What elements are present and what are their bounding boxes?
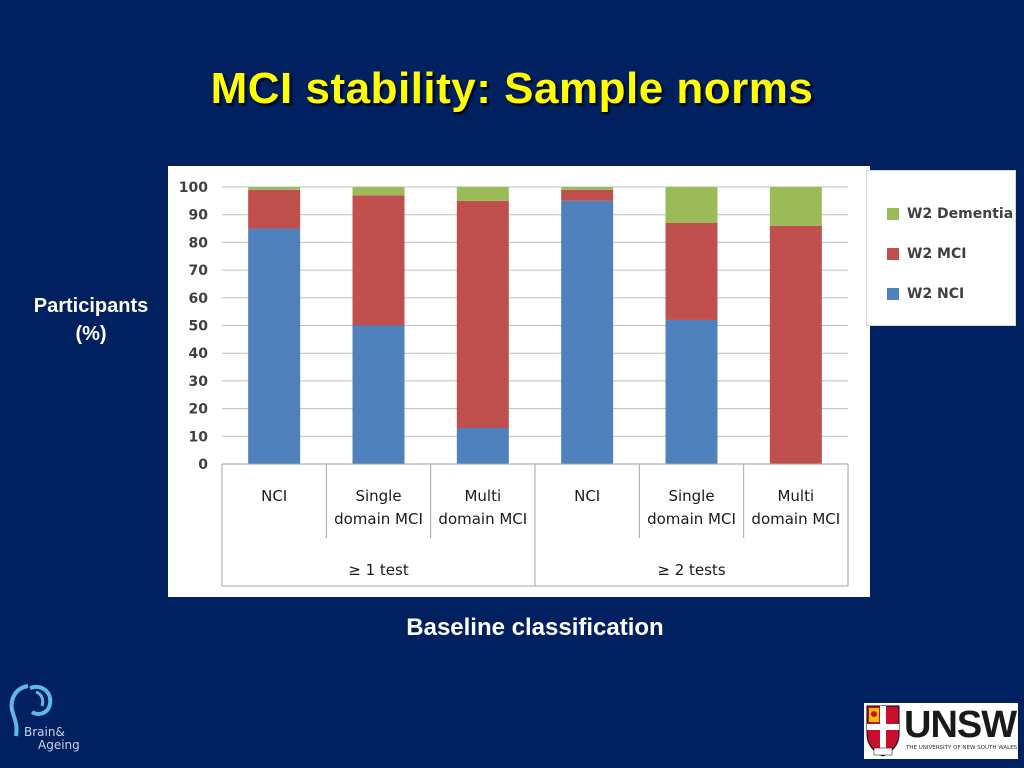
bar-segment — [561, 189, 614, 201]
group-label: ≥ 2 tests — [657, 561, 725, 579]
category-label: Single — [668, 487, 714, 505]
chart-panel: 0 10 20 30 40 50 60 70 80 90 100 ≥ 1 test ≥ 2 tests N… — [168, 166, 870, 597]
legend-swatch — [887, 208, 899, 220]
unsw-logo: UNSW THE UNIVERSITY OF NEW SOUTH WALES — [864, 703, 1018, 759]
chart-legend: W2 Dementia W2 MCI W2 NCI — [866, 170, 1016, 326]
bar-segment — [456, 187, 509, 201]
group-label: ≥ 1 test — [348, 561, 409, 579]
bar-segment — [352, 187, 405, 196]
legend-swatch — [887, 288, 899, 300]
y-tick-label: 20 — [189, 402, 209, 418]
y-tick-label: 100 — [179, 180, 208, 196]
bar-segment — [665, 187, 718, 224]
unsw-wordmark: UNSW — [904, 704, 1017, 746]
category-label: domain MCI — [334, 510, 423, 528]
y-axis-label-line2: (%) — [75, 323, 107, 345]
y-tick-label: 0 — [198, 457, 208, 473]
legend-item: W2 MCI — [887, 244, 966, 264]
legend-label: W2 NCI — [907, 286, 965, 302]
category-label: Multi — [777, 487, 814, 505]
unsw-crest-icon — [866, 705, 900, 757]
y-tick-label: 60 — [189, 291, 209, 307]
bar-segment — [456, 200, 509, 428]
y-tick-label: 10 — [189, 429, 209, 445]
brand-line1: Brain& — [24, 725, 65, 739]
bar-segment — [456, 427, 509, 464]
category-label: domain MCI — [438, 510, 527, 528]
brand-line2: Ageing — [38, 738, 80, 752]
bar-segment — [248, 228, 301, 464]
category-label: Multi — [464, 487, 501, 505]
legend-item: W2 Dementia — [887, 204, 1013, 224]
stacked-bar-chart: 0 10 20 30 40 50 60 70 80 90 100 ≥ 1 test ≥ 2 tests N… — [179, 180, 849, 587]
category-label: NCI — [574, 487, 600, 505]
bar-segment — [352, 325, 405, 464]
y-tick-label: 70 — [189, 263, 209, 279]
legend-swatch — [887, 248, 899, 260]
brain-ageing-logo-icon — [9, 684, 53, 737]
bar-segment — [352, 195, 405, 326]
legend-item: W2 NCI — [887, 284, 964, 304]
bar-segment — [665, 223, 718, 320]
bar-segment — [248, 189, 301, 229]
category-label: NCI — [261, 487, 287, 505]
x-axis-label: Baseline classification — [406, 614, 664, 641]
bar-segment — [561, 200, 614, 464]
y-tick-label: 50 — [189, 319, 209, 335]
y-tick-label: 30 — [189, 374, 209, 390]
y-axis-label: Participants (%) — [10, 292, 172, 348]
y-tick-label: 80 — [189, 235, 209, 251]
bar-segment — [769, 225, 822, 464]
legend-label: W2 Dementia — [907, 206, 1014, 222]
category-label: Single — [355, 487, 401, 505]
legend-label: W2 MCI — [907, 246, 967, 262]
y-tick-label: 90 — [189, 208, 209, 224]
y-axis-label-line1: Participants — [33, 295, 149, 317]
category-label: domain MCI — [647, 510, 736, 528]
brand-text: Brain& Ageing — [24, 726, 80, 752]
bar-segment — [248, 187, 301, 190]
bar-segment — [665, 319, 718, 464]
bar-segment — [769, 187, 822, 226]
category-label: domain MCI — [751, 510, 840, 528]
y-tick-label: 40 — [189, 346, 209, 362]
unsw-subtitle: THE UNIVERSITY OF NEW SOUTH WALES — [906, 745, 1018, 751]
slide-title: MCI stability: Sample norms — [210, 64, 814, 113]
bar-segment — [561, 187, 614, 190]
